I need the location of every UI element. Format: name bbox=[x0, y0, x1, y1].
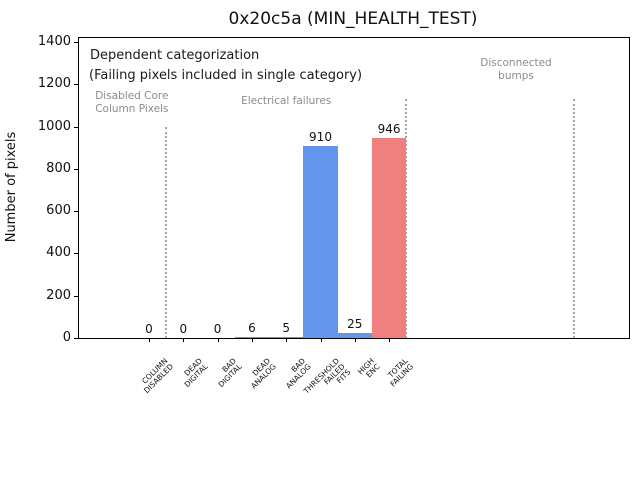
x-axis-labels: COLUMN DISABLED DEAD DIGITAL BAD DIGITAL DE… bbox=[78, 343, 628, 433]
y-tick-label: 400 bbox=[46, 245, 71, 261]
x-tick-mark bbox=[217, 338, 219, 342]
y-tick-mark bbox=[74, 168, 78, 170]
x-tick-mark bbox=[320, 338, 322, 342]
y-tick-label: 1200 bbox=[37, 76, 71, 92]
y-tick-label: 0 bbox=[62, 330, 71, 345]
bar-value-label: 5 bbox=[282, 320, 290, 335]
section-label: Electrical failures bbox=[241, 95, 332, 107]
y-tick-mark bbox=[74, 126, 78, 128]
separator-line bbox=[405, 99, 408, 338]
y-tick-label: 800 bbox=[46, 160, 71, 176]
x-tick-label: TOTAL FAILING bbox=[386, 356, 416, 389]
separator-line bbox=[573, 99, 576, 338]
bar-value-label: 0 bbox=[179, 322, 188, 336]
x-tick-mark bbox=[251, 338, 253, 342]
y-tick-mark bbox=[74, 295, 78, 297]
bar-value-label: 25 bbox=[347, 316, 363, 331]
section-label: Disconnected bumps bbox=[480, 57, 552, 82]
x-tick-mark bbox=[149, 338, 150, 342]
bar bbox=[269, 336, 304, 338]
x-tick-label: DEAD DIGITAL bbox=[182, 356, 210, 390]
y-tick-label: 200 bbox=[46, 287, 71, 303]
x-tick-mark bbox=[354, 338, 356, 342]
bar bbox=[337, 332, 372, 338]
y-tick-label: 1000 bbox=[37, 118, 71, 134]
x-tick-label: BAD DIGITAL bbox=[216, 356, 245, 390]
bar-value-label: 0 bbox=[213, 322, 222, 336]
section-label: Disabled Core Column Pixels bbox=[95, 90, 169, 115]
y-tick-label: 600 bbox=[46, 203, 71, 219]
y-tick-mark bbox=[74, 84, 78, 86]
x-tick-mark bbox=[389, 338, 391, 342]
x-tick-label: COLUMN DISABLED bbox=[140, 356, 176, 396]
y-tick-mark bbox=[74, 42, 78, 43]
y-tick-mark bbox=[74, 253, 78, 255]
bar-value-label: 6 bbox=[248, 320, 256, 335]
annotation-failing-pixels-note: (Failing pixels included in single categ… bbox=[89, 68, 363, 83]
separator-line bbox=[165, 126, 168, 338]
bar bbox=[371, 138, 407, 338]
x-tick-mark bbox=[183, 338, 185, 342]
y-tick-label: 1400 bbox=[37, 34, 71, 49]
bar bbox=[234, 336, 270, 338]
chart-title: 0x20c5a (MIN_HEALTH_TEST) bbox=[228, 9, 478, 29]
bar-value-label: 946 bbox=[377, 122, 401, 136]
x-tick-label: HIGH ENC bbox=[355, 356, 382, 380]
bar-value-label: 0 bbox=[145, 322, 153, 336]
x-tick-label: DEAD ANALOG bbox=[249, 356, 279, 391]
bar bbox=[303, 145, 338, 338]
bar-value-label: 910 bbox=[309, 129, 332, 144]
x-tick-mark bbox=[286, 338, 288, 342]
y-tick-mark bbox=[74, 338, 78, 339]
plot-area: Dependent categorization (Failing pixels… bbox=[38, 34, 630, 345]
annotation-dependent-categorization: Dependent categorization bbox=[90, 48, 260, 63]
y-tick-mark bbox=[74, 211, 78, 213]
